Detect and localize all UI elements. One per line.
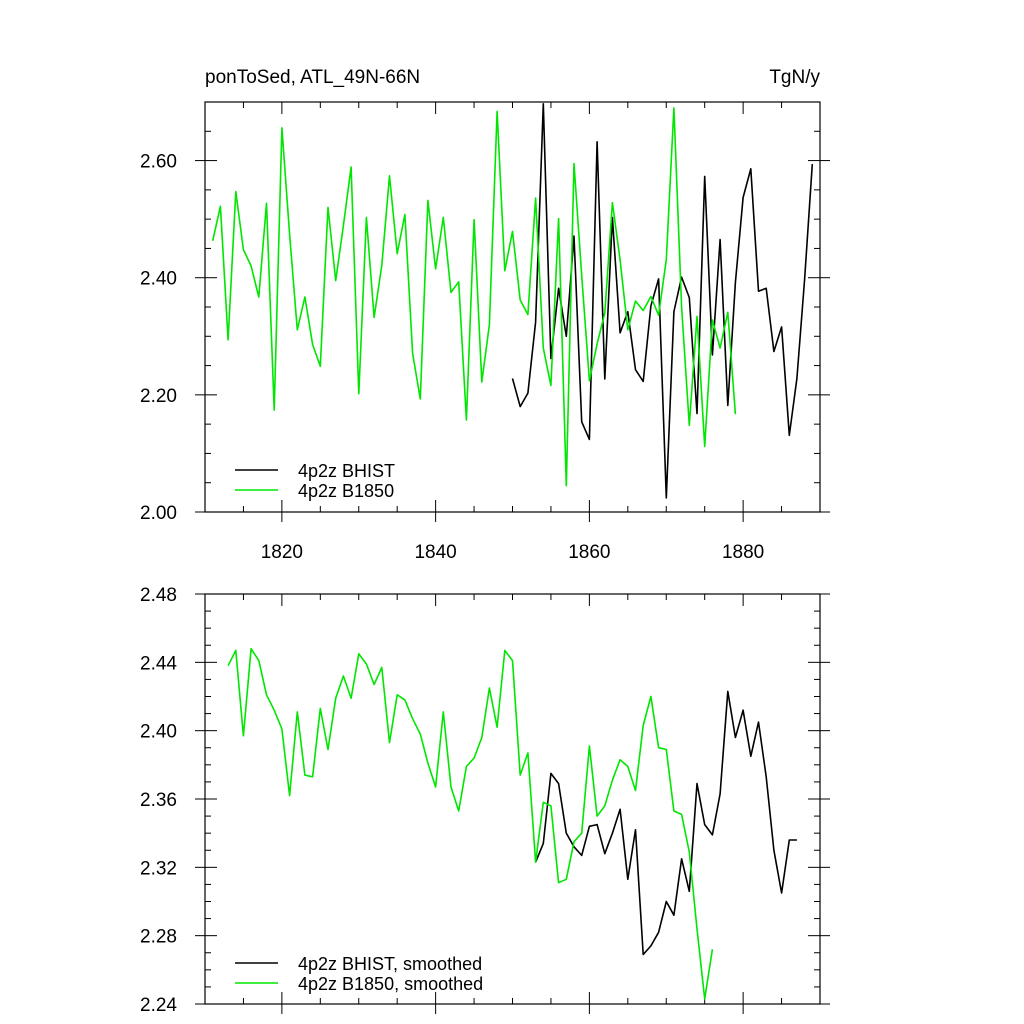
chart-title: ponToSed, ATL_49N-66N: [205, 67, 420, 88]
plot-frame: [204, 101, 821, 513]
series-line-bhist: [534, 690, 797, 956]
series-line-b1850: [227, 647, 714, 1000]
panel-top: 1820 1840 1860 1880 2.00 2.20 2.40 2.60 4p2z BHI…: [140, 101, 830, 563]
series-line-b1850: [211, 107, 737, 487]
x-tick-label: 1860: [568, 542, 610, 563]
legend-label: 4p2z B1850: [298, 481, 394, 501]
plot-frame: [204, 593, 821, 1005]
y-tick-label: 2.40: [140, 722, 177, 743]
units-label: TgN/y: [769, 67, 820, 88]
legend-label: 4p2z BHIST: [298, 461, 395, 481]
y-tick-label: 2.36: [140, 790, 177, 811]
y-tick-label: 2.60: [140, 152, 177, 173]
panel-bottom: 2.24 2.28 2.32 2.36 2.40 2.44 2.48 4p2z BHIST, …: [140, 585, 830, 1016]
y-tick-label: 2.24: [140, 995, 177, 1016]
y-tick-label: 2.00: [140, 503, 177, 524]
x-tick-label: 1820: [261, 542, 303, 563]
y-tick-label: 2.48: [140, 585, 177, 606]
legend-label: 4p2z BHIST, smoothed: [298, 954, 482, 974]
y-tick-label: 2.28: [140, 927, 177, 948]
y-tick-label: 2.44: [140, 653, 177, 674]
y-tick-label: 2.40: [140, 269, 177, 290]
series-line-bhist: [511, 103, 814, 499]
x-tick-label: 1840: [414, 542, 456, 563]
legend-label: 4p2z B1850, smoothed: [298, 974, 483, 994]
y-tick-label: 2.32: [140, 858, 177, 879]
y-tick-label: 2.20: [140, 386, 177, 407]
x-tick-label: 1880: [722, 542, 764, 563]
